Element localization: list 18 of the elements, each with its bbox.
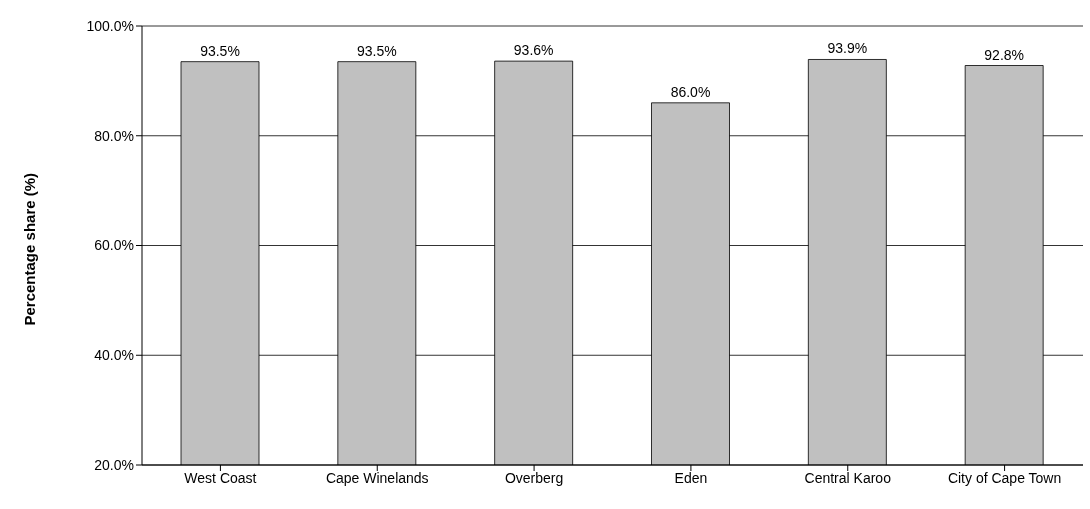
data-label: 93.5% [200, 42, 240, 59]
x-tick-label: West Coast [184, 469, 257, 486]
data-label: 86.0% [670, 83, 711, 100]
y-axis-title: Percentage share (%) [21, 172, 39, 326]
x-tick-label: Overberg [504, 469, 564, 486]
data-label: 93.5% [356, 42, 397, 59]
y-tick-label: 20.0% [94, 456, 134, 473]
y-tick-label: 100.0% [86, 17, 134, 34]
x-tick-label: City of Cape Town [947, 469, 1062, 486]
data-label: 92.8% [984, 46, 1025, 63]
x-tick-label: Central Karoo [804, 469, 892, 486]
y-tick-label: 60.0% [94, 237, 134, 254]
data-label: 93.6% [513, 42, 554, 59]
x-tick-label: Eden [674, 469, 708, 486]
y-tick-label: 80.0% [94, 127, 134, 144]
x-tick-label: Cape Winelands [325, 469, 429, 486]
y-tick-label: 40.0% [94, 347, 134, 364]
data-label: 93.9% [827, 40, 868, 57]
